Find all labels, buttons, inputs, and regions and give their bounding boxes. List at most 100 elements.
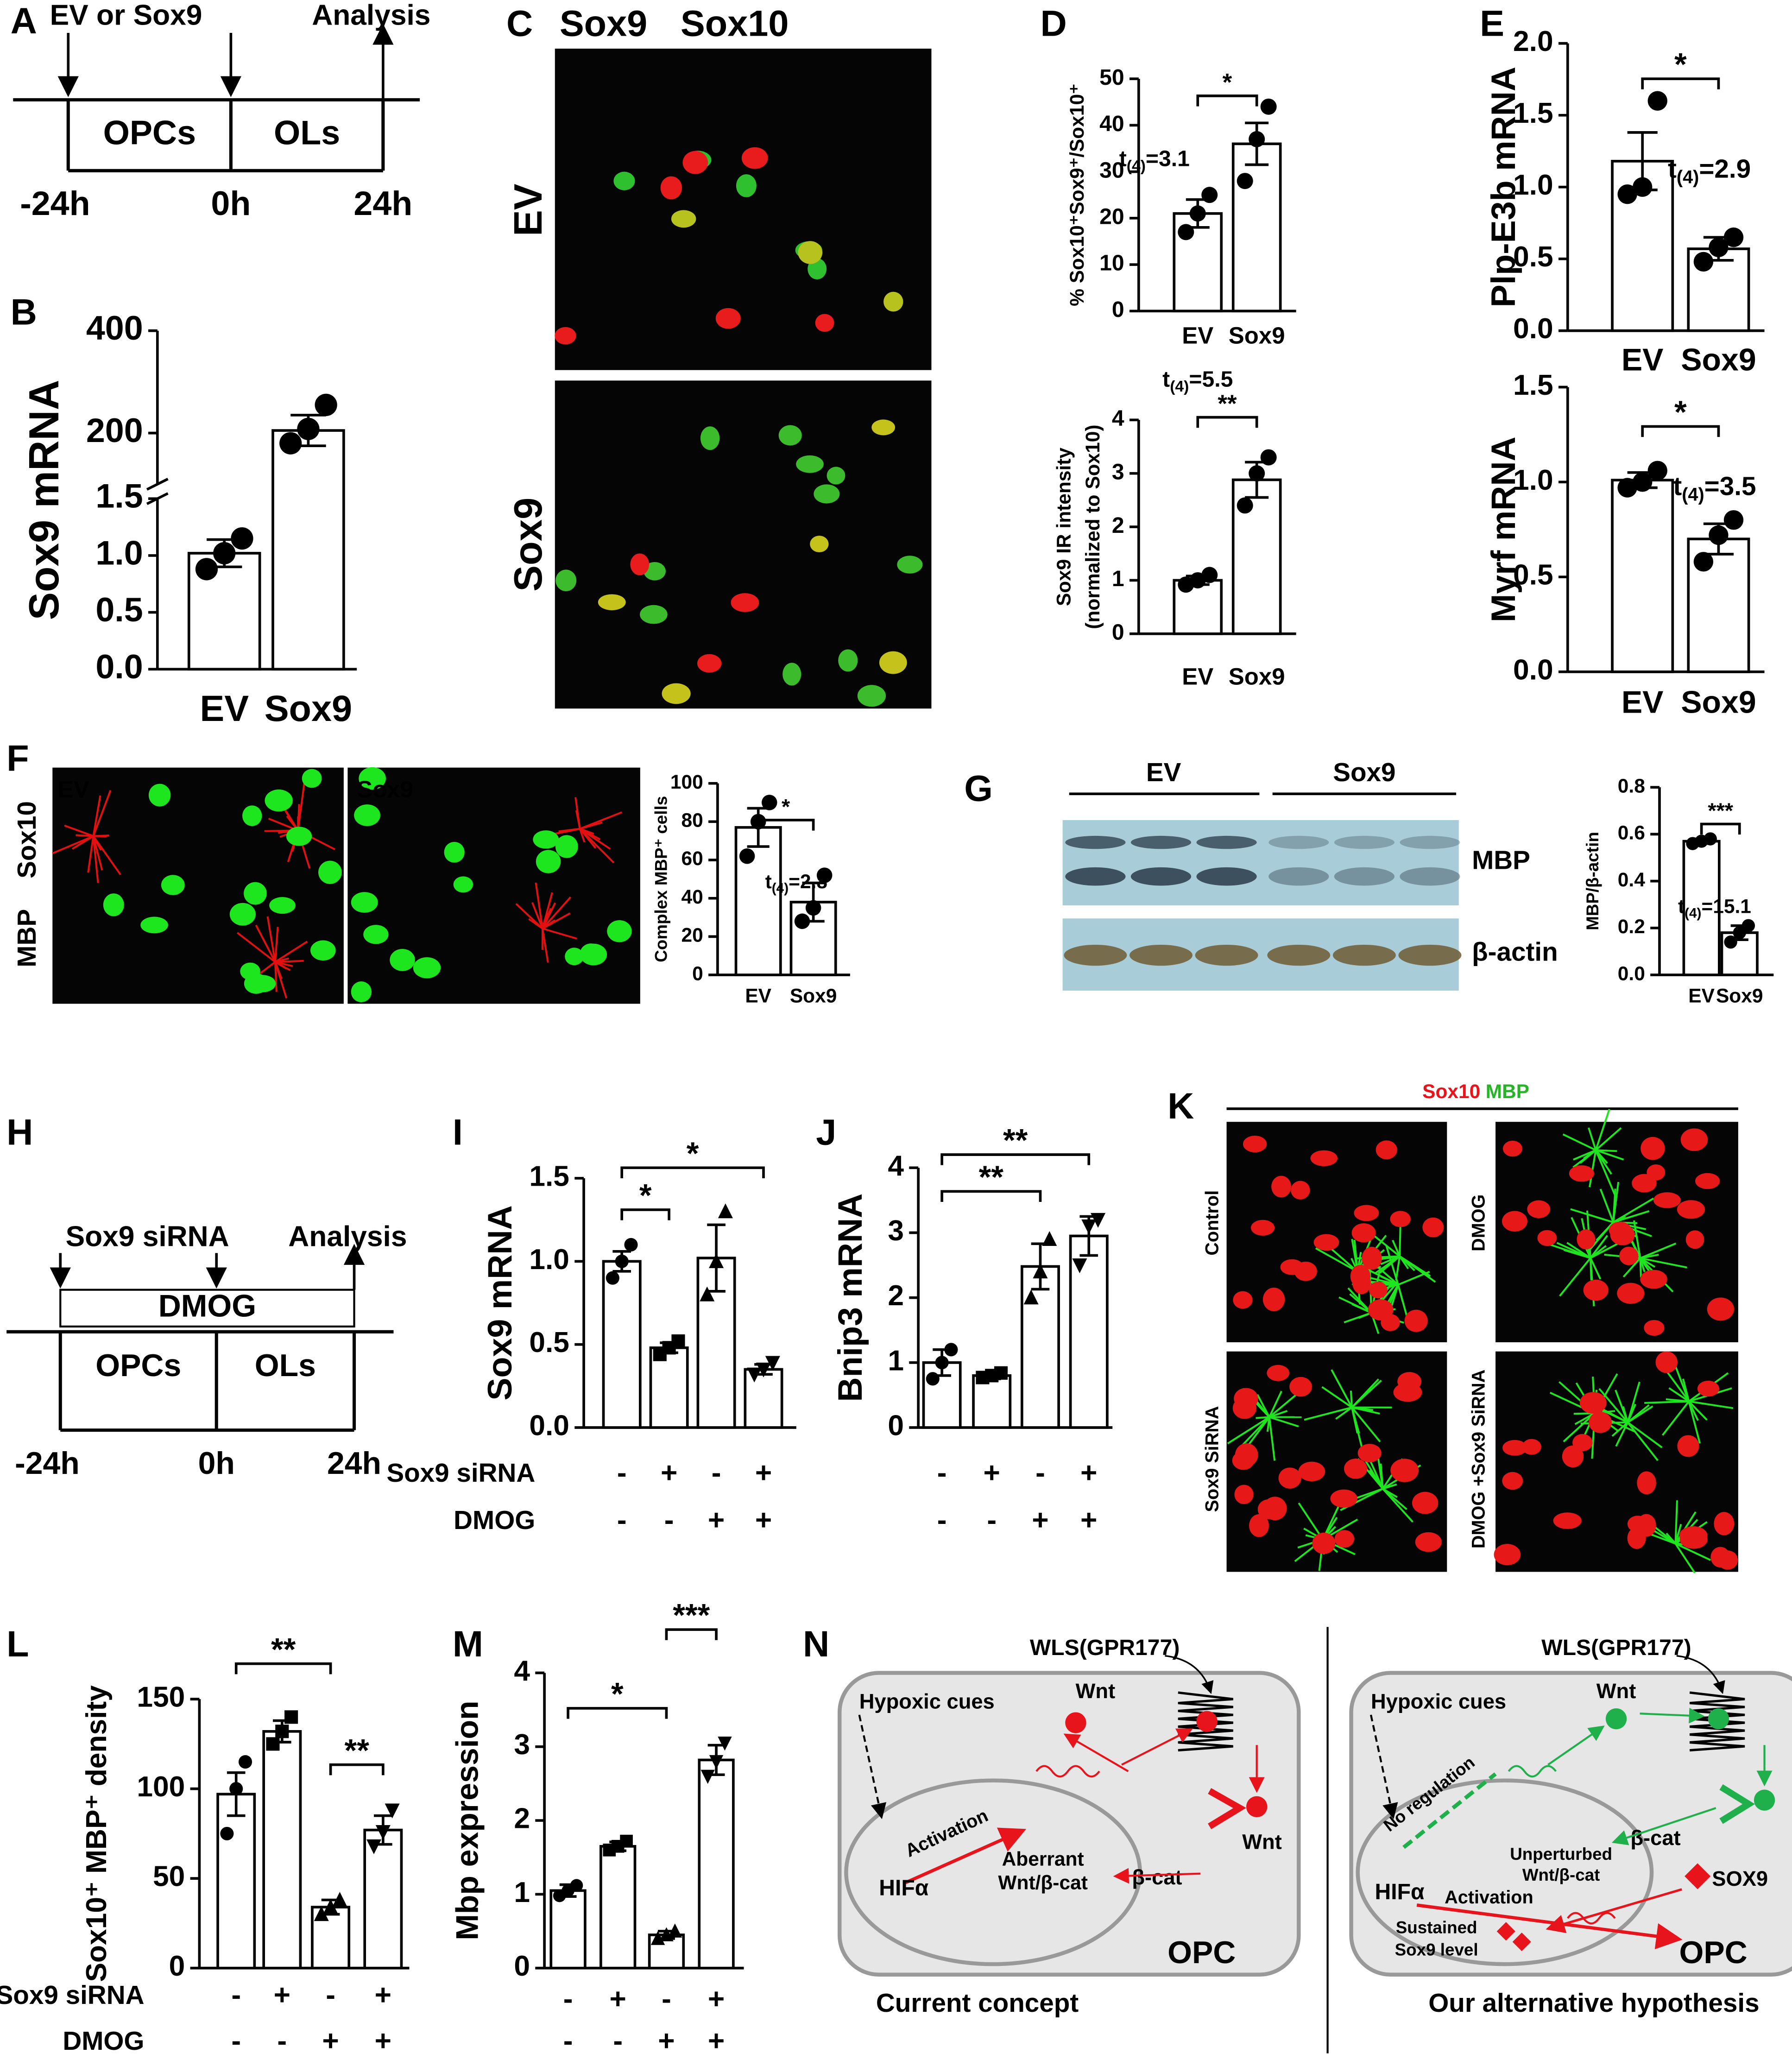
nucleus bbox=[1354, 1205, 1379, 1221]
nucleus bbox=[1677, 1435, 1699, 1457]
condition-value: - bbox=[937, 1504, 947, 1536]
cell-process bbox=[1562, 1133, 1596, 1151]
band bbox=[1196, 867, 1257, 886]
y-tick-label: 40 bbox=[1099, 111, 1124, 136]
significance-bracket bbox=[1196, 95, 1258, 107]
label: β-actin bbox=[1472, 938, 1558, 967]
data-point bbox=[659, 1927, 674, 1941]
significance-bracket bbox=[757, 819, 815, 831]
data-point bbox=[765, 1356, 780, 1371]
nucleus bbox=[1235, 1443, 1258, 1467]
stat-symbol: t bbox=[1678, 896, 1685, 917]
x-tick-label: EV bbox=[1622, 685, 1664, 720]
data-point bbox=[1201, 567, 1218, 583]
cell-process bbox=[1268, 1390, 1282, 1418]
wnt-ligand bbox=[1065, 1712, 1086, 1733]
arrow bbox=[1611, 1807, 1716, 1845]
data-point bbox=[315, 393, 337, 416]
nucleus bbox=[598, 594, 626, 611]
nucleus bbox=[810, 536, 829, 553]
nucleus bbox=[1714, 1512, 1735, 1536]
bar bbox=[1069, 1234, 1109, 1429]
nucleus bbox=[607, 920, 632, 942]
arrow bbox=[1121, 1728, 1193, 1766]
cell-process bbox=[1392, 1239, 1401, 1257]
data-point bbox=[314, 1906, 329, 1921]
nucleus bbox=[1697, 1380, 1719, 1397]
label: Sox10 bbox=[13, 801, 42, 878]
label: Wnt bbox=[1076, 1679, 1116, 1703]
cell-process bbox=[1304, 1406, 1352, 1421]
receptor-bound bbox=[1208, 1788, 1246, 1829]
cell-process bbox=[274, 961, 288, 998]
significance-bracket bbox=[665, 1628, 718, 1640]
significance-label: *** bbox=[1708, 798, 1733, 822]
label: OPC bbox=[1679, 1935, 1747, 1970]
data-point bbox=[718, 1736, 732, 1751]
cell-process bbox=[1595, 1149, 1624, 1161]
cell-process bbox=[1595, 1150, 1616, 1195]
bar bbox=[1611, 479, 1674, 673]
nucleus bbox=[1376, 1140, 1397, 1160]
y-tick-label: 1.5 bbox=[529, 1160, 569, 1192]
y-tick-label: 60 bbox=[681, 847, 703, 869]
nucleus bbox=[1640, 1270, 1667, 1289]
cell-process bbox=[87, 836, 95, 873]
y-axis-label: Bnip3 mRNA bbox=[831, 1194, 869, 1402]
nucleus bbox=[630, 553, 650, 575]
y-axis-label: MBP/β-actin bbox=[1583, 832, 1602, 930]
nucleus bbox=[354, 804, 380, 826]
x-tick-label: Sox9 bbox=[1681, 685, 1756, 720]
cell-process bbox=[1351, 1407, 1381, 1442]
band bbox=[1195, 944, 1258, 966]
nucleus bbox=[1334, 1530, 1355, 1548]
label: OPCs bbox=[103, 113, 196, 152]
data-point bbox=[1709, 525, 1729, 545]
nucleus bbox=[1617, 1283, 1645, 1304]
y-tick-label: 4 bbox=[514, 1655, 530, 1687]
cell-process bbox=[535, 882, 543, 929]
condition-value: + bbox=[984, 1457, 1000, 1489]
mrna bbox=[1035, 1765, 1100, 1778]
significance-bracket bbox=[940, 1190, 1042, 1202]
condition-value: + bbox=[375, 1979, 391, 2011]
data-point bbox=[761, 795, 777, 810]
cell-process bbox=[1372, 1234, 1401, 1257]
data-point bbox=[284, 1710, 298, 1724]
cell-process bbox=[255, 924, 276, 963]
axis-break bbox=[146, 478, 169, 491]
nucleus bbox=[1679, 1526, 1708, 1545]
nucleus bbox=[1641, 1137, 1665, 1160]
data-point bbox=[718, 1203, 733, 1219]
significance-bracket bbox=[1641, 425, 1720, 437]
panel-label: D bbox=[1040, 3, 1066, 44]
significance-bracket bbox=[234, 1662, 332, 1675]
y-axis-label: Plp-E3b mRNA bbox=[1484, 67, 1522, 307]
band bbox=[1267, 944, 1331, 966]
nucleus bbox=[1243, 1136, 1267, 1153]
y-axis-label: Sox10⁺ MBP⁺ density bbox=[81, 1685, 113, 1982]
data-point bbox=[323, 1899, 338, 1914]
cell-process bbox=[1640, 1242, 1677, 1259]
cell-process bbox=[1328, 1245, 1358, 1273]
y-tick-label: 3 bbox=[1112, 459, 1124, 484]
nucleus bbox=[555, 569, 577, 592]
nucleus bbox=[269, 897, 296, 914]
significance-label: *** bbox=[673, 1598, 710, 1633]
cell-process bbox=[1596, 1221, 1614, 1241]
y-tick-label: 0 bbox=[1112, 620, 1124, 645]
nucleus bbox=[103, 893, 124, 916]
data-point bbox=[747, 1367, 762, 1383]
band bbox=[1130, 835, 1192, 849]
x-tick-label: Sox9 bbox=[1229, 322, 1285, 348]
y-axis-label: Myrf mRNA bbox=[1484, 436, 1522, 622]
condition-value: - bbox=[664, 1504, 674, 1536]
cell-process bbox=[1321, 1386, 1353, 1409]
stat-df: (4) bbox=[772, 880, 789, 896]
y-axis-label: Sox9 IR intensity bbox=[1053, 448, 1074, 607]
cell-process bbox=[1382, 1488, 1407, 1510]
nucleus bbox=[1685, 1230, 1704, 1249]
stat-df: (4) bbox=[1685, 905, 1701, 921]
label: Sox9 SiRNA bbox=[1202, 1406, 1223, 1512]
wnt-ligand bbox=[1605, 1708, 1627, 1730]
